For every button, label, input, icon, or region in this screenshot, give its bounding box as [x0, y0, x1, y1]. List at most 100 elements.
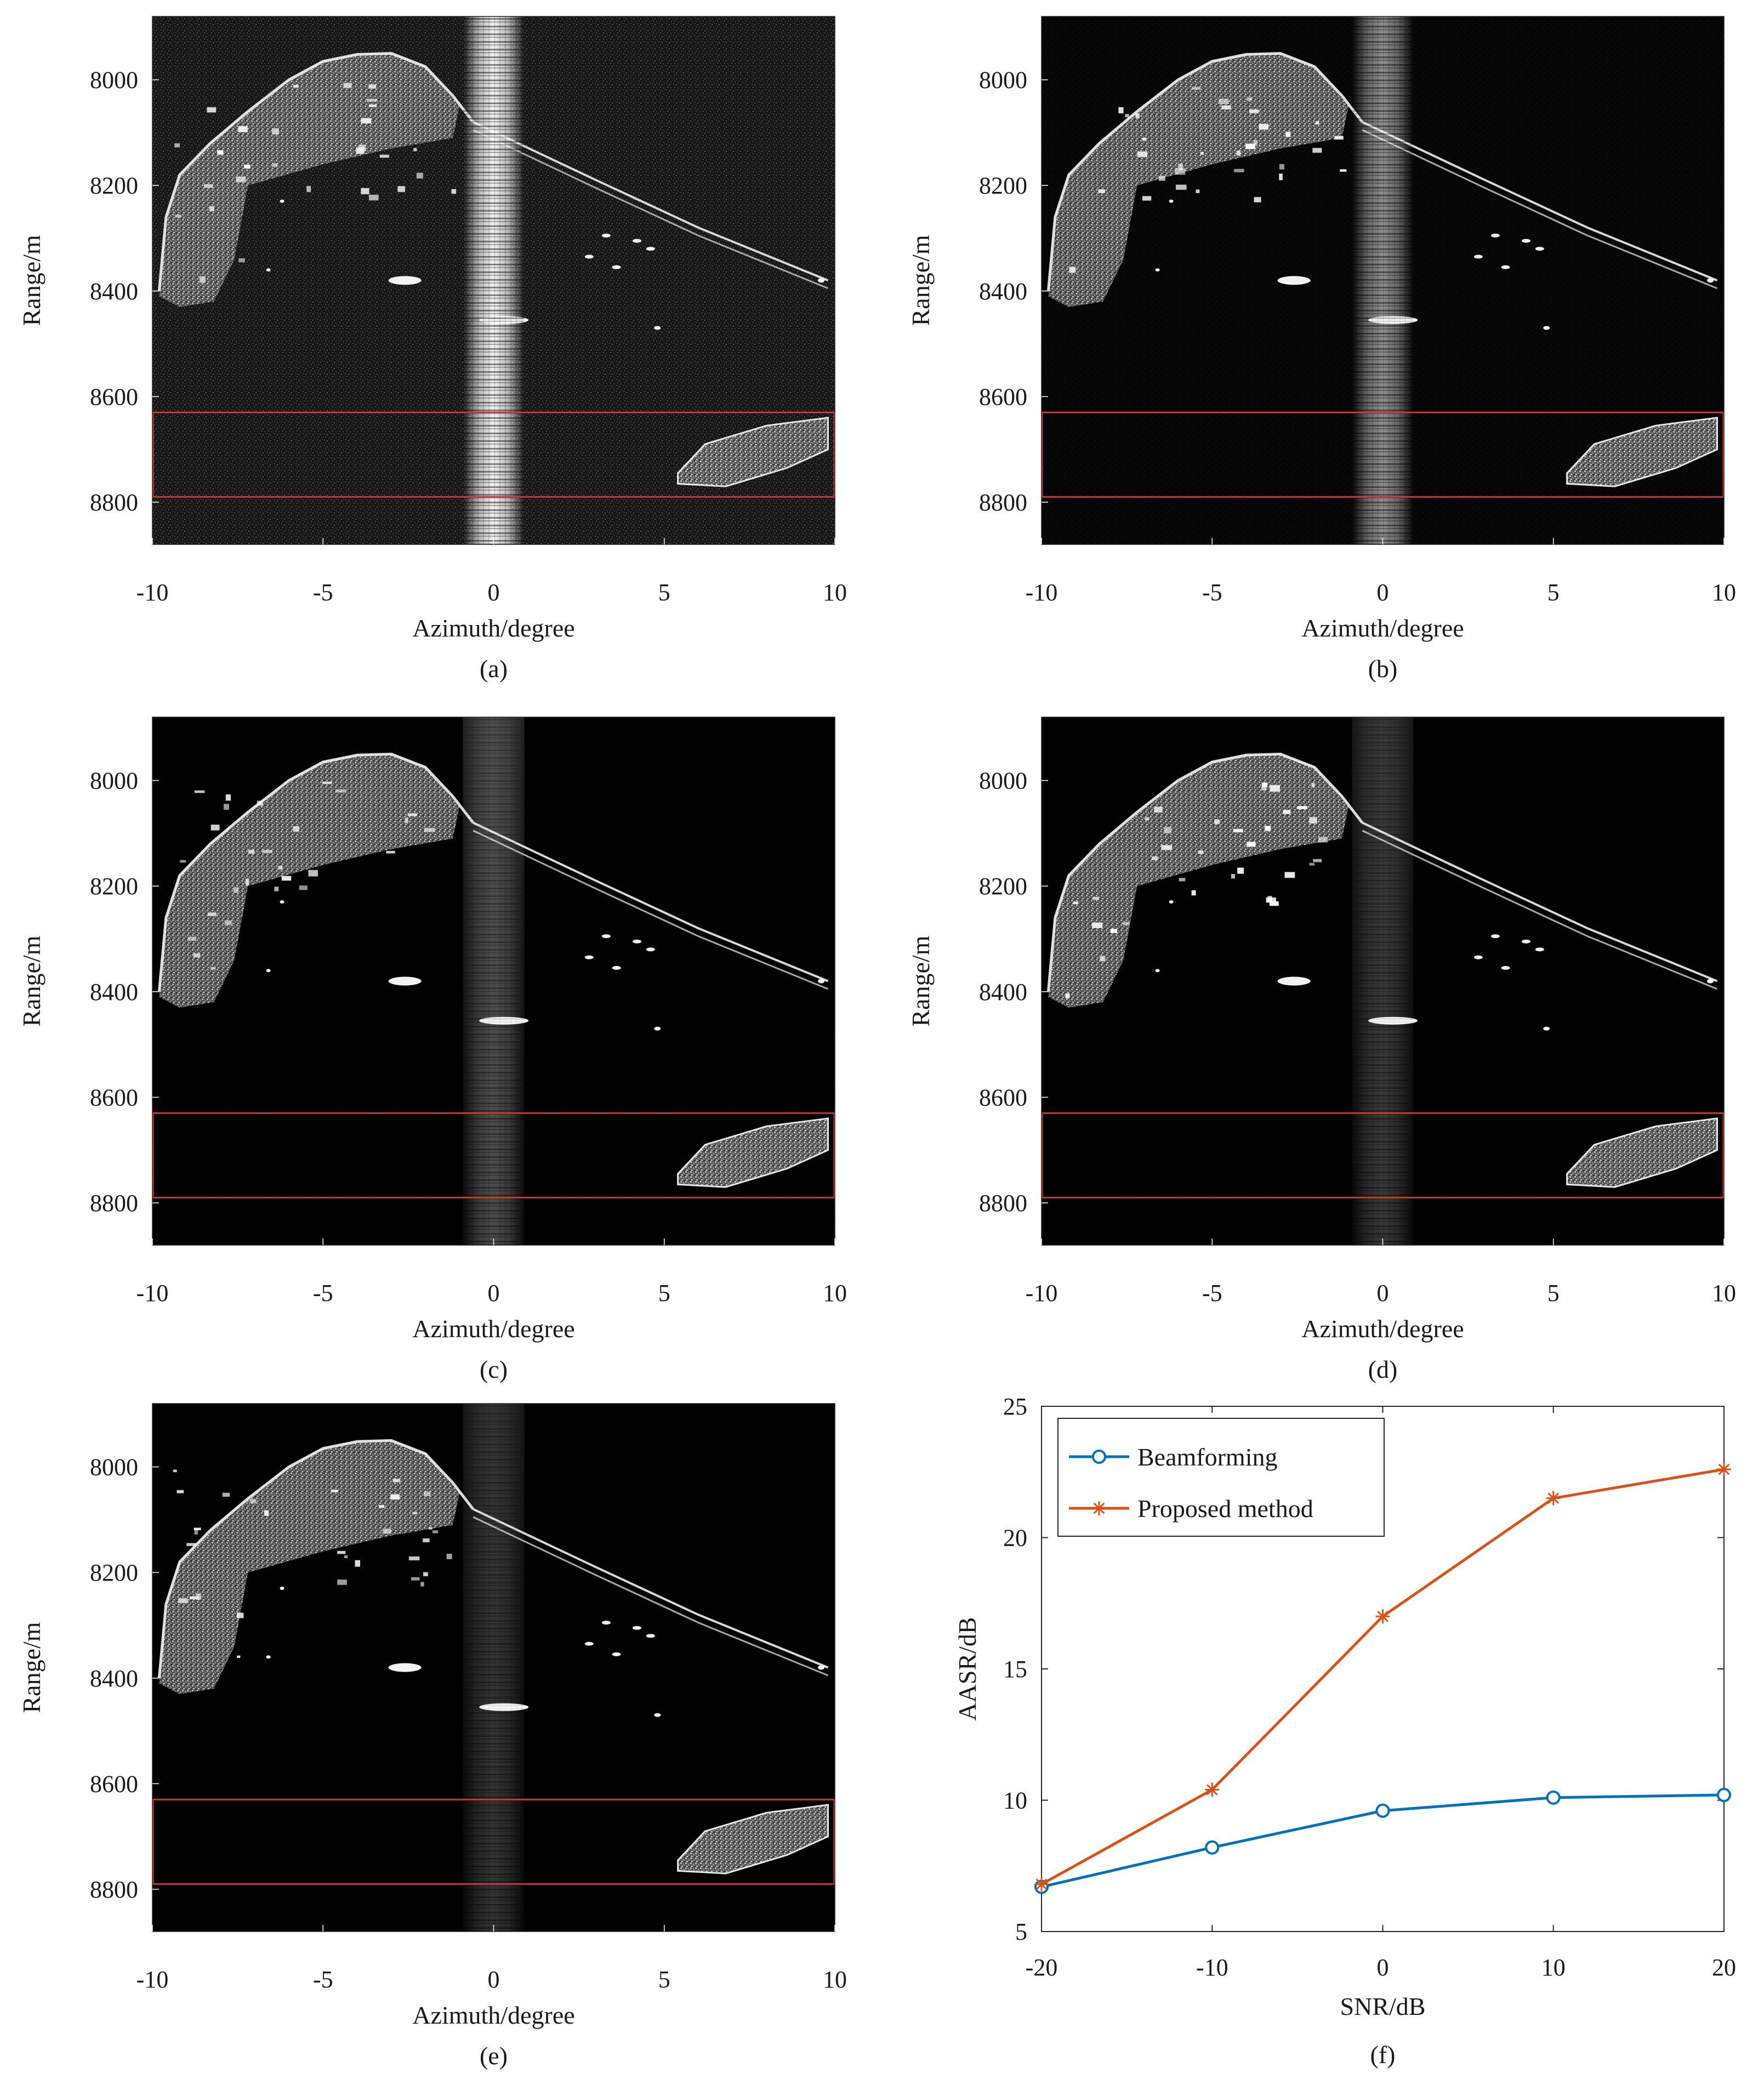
urban-scatter	[1279, 164, 1284, 170]
ambiguity-band	[463, 16, 525, 544]
urban-scatter	[194, 790, 205, 793]
urban-scatter	[1236, 150, 1241, 156]
data-point	[1375, 1803, 1390, 1818]
urban-scatter	[423, 1572, 428, 1576]
ship-target	[1535, 947, 1544, 952]
y-tick-label: 8200	[979, 172, 1027, 199]
ship-target	[818, 1665, 825, 1670]
ship-target	[1155, 268, 1160, 272]
ship-target	[646, 247, 655, 251]
y-axis-label: Range/m	[907, 935, 935, 1026]
y-tick-label: 8400	[90, 979, 138, 1006]
ship-target	[280, 1587, 284, 1591]
urban-scatter	[1259, 123, 1269, 130]
y-axis-label: Range/m	[907, 235, 935, 326]
y-tick-label: 8400	[90, 1665, 138, 1692]
urban-scatter	[378, 1505, 385, 1508]
ship-target	[280, 900, 284, 904]
asterisk-marker	[1092, 1501, 1106, 1515]
pier-line	[1362, 121, 1718, 282]
urban-scatter	[1092, 922, 1103, 928]
urban-scatter	[1200, 152, 1204, 155]
ship-target	[612, 1652, 621, 1656]
sar-panel-a: 8000 8200 8400 8600 8800 -10 -5 0 5 10 Azimuth/deg…	[18, 16, 847, 683]
urban-scatter	[293, 84, 299, 88]
sar-panel-b: 8000 8200 8400 8600 8800 -10 -5 0 5 10 Azimuth/deg…	[907, 16, 1736, 683]
urban-scatter	[1231, 874, 1236, 879]
land-mass	[1048, 53, 1349, 307]
y-tick-label: 8800	[979, 1190, 1027, 1217]
x-axis-label: Azimuth/degree	[412, 614, 574, 642]
urban-scatter	[1283, 810, 1291, 814]
asterisk-stroke	[1377, 1610, 1389, 1622]
urban-scatter	[210, 825, 220, 831]
urban-scatter	[204, 184, 213, 188]
x-tick-label: 10	[1712, 579, 1736, 606]
urban-scatter	[194, 1528, 198, 1535]
x-tick-label: -5	[1202, 1280, 1222, 1307]
urban-scatter	[411, 1577, 420, 1581]
ship-target	[1707, 278, 1714, 283]
ship-target	[612, 965, 621, 970]
urban-scatter	[194, 1527, 201, 1531]
y-tick-label: 10	[1003, 1787, 1027, 1814]
ship-target	[266, 1655, 271, 1659]
urban-scatter	[237, 1612, 244, 1618]
urban-scatter	[1145, 817, 1150, 821]
x-tick-label: 10	[823, 579, 847, 606]
urban-scatter	[174, 143, 180, 147]
ambiguity-band-fade	[1352, 717, 1414, 1245]
urban-scatter	[1279, 173, 1283, 180]
ambiguity-band-fade	[463, 717, 525, 1245]
ship-target	[601, 234, 611, 238]
ship-target	[612, 265, 621, 269]
urban-scatter	[225, 794, 231, 801]
urban-scatter	[322, 781, 332, 784]
y-tick-label: 8000	[90, 67, 138, 94]
ship-target	[1277, 976, 1311, 986]
urban-scatter	[180, 860, 186, 863]
urban-scatter	[1123, 922, 1130, 925]
series-beamforming	[1034, 1787, 1731, 1894]
x-tick-label: -10	[136, 579, 169, 606]
urban-scatter	[1152, 856, 1158, 861]
sar-panel-d: 8000 8200 8400 8600 8800 -10 -5 0 5 10 Azimuth/deg…	[907, 717, 1736, 1383]
ship-target	[266, 969, 271, 973]
ship-target	[584, 254, 594, 259]
urban-scatter	[1234, 169, 1244, 173]
ship-target	[584, 955, 594, 959]
ship-target	[632, 238, 641, 243]
urban-scatter	[1158, 176, 1165, 181]
urban-scatter	[233, 887, 239, 893]
pier-line	[1362, 821, 1718, 982]
x-tick-label: 10	[1541, 1954, 1566, 1981]
urban-scatter	[1069, 266, 1076, 273]
ship-target	[1169, 900, 1174, 904]
urban-scatter	[186, 1543, 197, 1546]
y-tick-label: 8600	[90, 1770, 138, 1797]
panel-caption: (a)	[480, 655, 508, 683]
coastline	[157, 752, 475, 992]
x-tick-label: -10	[136, 1966, 169, 1993]
urban-scatter	[1125, 113, 1129, 117]
ship-target	[818, 979, 825, 984]
urban-scatter	[343, 83, 352, 88]
urban-scatter	[274, 887, 279, 891]
coastline	[1046, 52, 1364, 292]
urban-scatter	[420, 1582, 424, 1587]
urban-scatter	[407, 813, 418, 816]
urban-scatter	[1266, 897, 1276, 903]
urban-scatter	[1161, 845, 1173, 850]
ambiguity-band	[1352, 16, 1414, 544]
urban-scatter	[207, 912, 217, 916]
land-mass	[159, 1440, 460, 1694]
urban-scatter	[217, 150, 224, 155]
urban-scatter	[1312, 147, 1322, 153]
urban-scatter	[1098, 189, 1106, 194]
urban-scatter	[210, 967, 216, 970]
urban-scatter	[200, 276, 206, 283]
ship-target	[388, 276, 422, 285]
island	[677, 1804, 829, 1875]
urban-scatter	[236, 176, 246, 183]
